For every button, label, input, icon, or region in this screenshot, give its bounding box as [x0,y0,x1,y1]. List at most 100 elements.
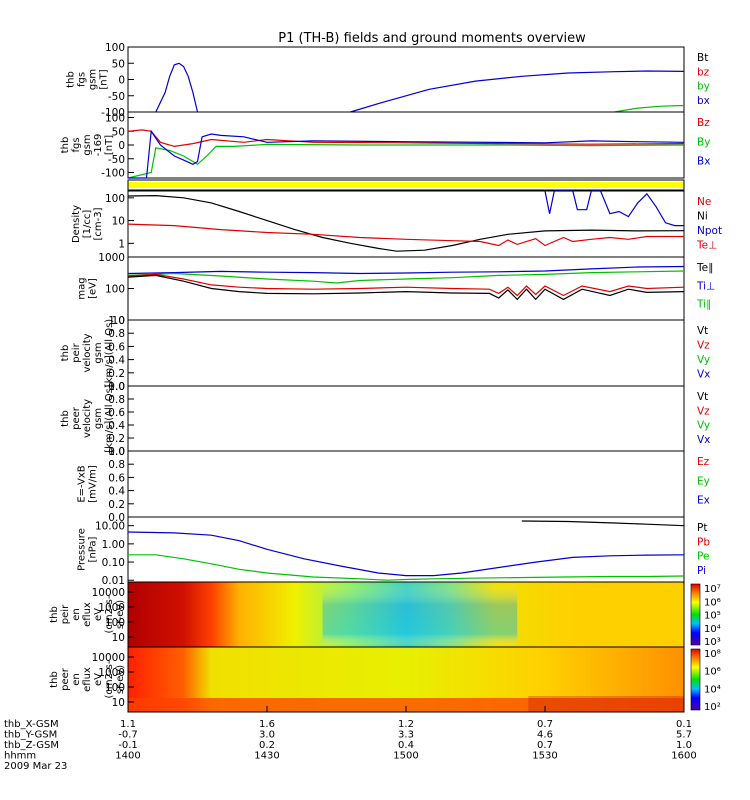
ylabel-fgs: gsm [88,69,99,90]
colorbar-label-peer_spec: 10⁶ [704,667,721,678]
ylabel-peer_spec: peer [60,667,71,691]
ytick-label-peir_spec: 100 [105,617,125,629]
time-axis-value: -0.7 [118,730,138,741]
ylabel-peir_spec: eflux [82,602,93,627]
ylabel-peer_spec: (cm2-s- [104,660,115,698]
legend-peir_v: Vz [697,340,710,352]
legend-peir_v: Vt [697,325,708,337]
ylabel-density: [cm-3] [93,207,104,240]
legend-fgs_t: Bx [697,156,710,168]
legend-density: Npot [697,225,722,237]
ylabel-peir_v: gsm [93,342,104,363]
ylabel-pressure: [nPa] [88,536,99,562]
ytick-label-peir_v: 0.2 [108,368,125,380]
ytick-label-efield: 0.6 [108,472,125,484]
ytick-label-pressure: 0.10 [102,557,125,569]
time-axis-value: 1.2 [398,719,414,730]
time-axis-value: 1500 [393,751,418,762]
time-axis-value: 3.0 [259,730,275,741]
spectrogram-peir-core [322,582,518,647]
time-axis-value: 0.7 [537,740,553,751]
legend-peer_v: Vt [697,391,708,403]
colorbar-label-peir_spec: 10⁵ [704,611,721,622]
legend-fgs: Bt [697,52,708,64]
ylabel-fgs: thb [66,71,77,88]
legend-density: Ni [697,211,708,223]
ylabel-peer_v: thb [60,410,71,427]
ylabel-density: [1/cc] [82,210,93,239]
ytick-label-fgs: 100 [105,42,125,54]
ytick-label-peer_spec: 10 [112,697,125,709]
time-axis-value: 1430 [254,751,279,762]
ylabel-peir_spec: (cm2-s- [104,595,115,633]
time-axis-value: 5.7 [676,730,692,741]
legend-pressure: Pb [697,536,710,548]
time-axis-row-label: thb_Y-GSM [4,730,57,741]
ylabel-mag: mag [77,277,88,299]
series-mag-Ti⊥ [127,265,685,275]
ylabel-peer_spec: thb [49,671,60,688]
series-mag-Te∥ [127,274,685,301]
legend-fgs: by [697,81,710,93]
time-axis-value: 0.1 [676,719,692,730]
legend-fgs: bz [697,66,710,78]
ytick-label-peer_v: 0.0 [108,446,125,458]
series-fgs_t-Bx [128,129,685,179]
ytick-label-peir_spec: 1000 [98,602,125,614]
ytick-label-efield: 0.8 [108,459,125,471]
ytick-label-efield: 0.4 [108,486,125,498]
ytick-label-efield: 0.0 [108,512,125,524]
series-pressure-Pe [128,554,685,581]
ytick-label-peir_v: 0.0 [108,381,125,393]
ytick-label-peir_spec: 10 [112,632,125,644]
ytick-label-peer_v: 0.2 [108,433,125,445]
ylabel-peir_spec: thb [49,606,60,623]
time-axis-row-label: thb_Z-GSM [4,740,59,751]
series-fgs-bx2 [350,70,685,113]
legend-efield: Ez [697,456,710,468]
colorbar-peer_spec [690,648,701,711]
chart-title: P1 (TH-B) fields and ground moments over… [278,31,586,46]
time-axis-value: 1400 [115,751,140,762]
ylabel-peer_spec: eV [93,673,104,686]
ylabel-peer_v: [km/s](All Qs) [104,384,115,452]
colorbar-label-peir_spec: 10⁷ [704,584,721,595]
series-fgs-by [614,104,685,113]
time-axis-value: 0.4 [398,740,414,751]
time-axis-date: 2009 Mar 23 [4,761,67,772]
flag-bar [128,182,684,188]
series-mag-Ti∥ [127,270,685,284]
ytick-label-mag: 10 [112,315,125,327]
ytick-label-fgs_t: 100 [105,113,125,125]
series-density-Ne [127,223,684,247]
ylabel-fgs_t: -169 [93,134,104,157]
ylabel-fgs_t: fgs [71,137,82,152]
legend-mag: Ti∥ [696,299,711,311]
legend-peer_v: Vz [697,405,710,417]
series-density-Ni [127,194,685,252]
ytick-label-peir_spec: 10000 [92,587,125,599]
time-axis-value: 3.3 [398,730,414,741]
time-axis-value: 0.2 [259,740,275,751]
legend-peir_v: Vx [697,369,710,381]
ytick-label-fgs_t: -100 [101,168,125,180]
ylabel-peir_spec: peir [60,604,71,624]
ytick-label-fgs_t: -50 [108,154,125,166]
ylabel-peir_v: velocity [82,333,93,372]
series-pressure-Pi [127,531,685,577]
ylabel-peer_spec: eflux [82,667,93,692]
panel-frame-flag [127,179,685,191]
ytick-label-pressure: 10.00 [95,521,125,533]
ytick-label-fgs: -100 [101,107,125,119]
ytick-label-efield: 1.0 [108,446,125,458]
time-axis-value: -0.1 [118,740,138,751]
ytick-label-peer_v: 0.4 [108,420,125,432]
ytick-label-peer_spec: 1000 [98,667,125,679]
ytick-label-peir_v: 0.4 [108,355,125,367]
legend-density: Ne [697,196,711,208]
legend-efield: Ex [697,495,710,507]
series-fgs_t-By [127,143,685,179]
spectrogram-peer-end [528,696,684,712]
ylabel-fgs: fgs [77,72,88,87]
